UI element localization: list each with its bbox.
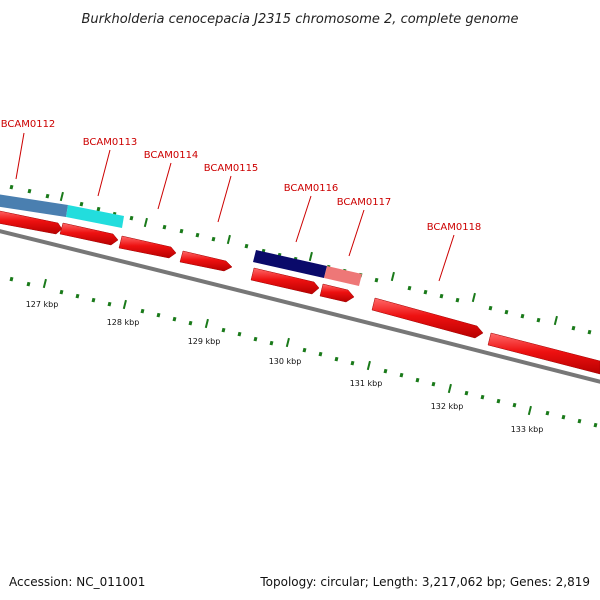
gene-label-bcam0116[interactable]: BCAM0116 (284, 183, 339, 194)
gene-bar-bcam0117[interactable] (324, 266, 362, 286)
scale-label-128: 128 kbp (107, 318, 140, 327)
gene-track-upper (0, 193, 362, 286)
scale-label-133: 133 kbp (511, 425, 544, 434)
scale-label-132: 132 kbp (431, 402, 464, 411)
gene-label-bcam0113[interactable]: BCAM0113 (83, 137, 138, 148)
scale-label-131: 131 kbp (350, 379, 383, 388)
gene-bar-bcam0116[interactable] (253, 250, 327, 278)
accession-text: Accession: NC_011001 (9, 575, 145, 589)
cds-arrow[interactable] (179, 250, 233, 272)
cds-arrow[interactable] (250, 267, 320, 295)
gene-label-bcam0115[interactable]: BCAM0115 (204, 163, 259, 174)
cds-arrow[interactable] (371, 297, 484, 339)
scale-label-127: 127 kbp (26, 300, 59, 309)
gene-bar-bcam0112[interactable] (0, 193, 68, 217)
gene-label-bcam0112[interactable]: BCAM0112 (1, 119, 56, 130)
gene-labels: BCAM0112 BCAM0113 BCAM0114 BCAM0115 BCAM… (1, 119, 482, 233)
scale-label-130: 130 kbp (269, 357, 302, 366)
scale-label-129: 129 kbp (188, 337, 221, 346)
cds-arrow[interactable] (0, 210, 63, 235)
genome-backbone (0, 229, 600, 384)
map-title: Burkholderia cenocepacia J2315 chromosom… (81, 12, 518, 27)
gene-label-bcam0114[interactable]: BCAM0114 (144, 150, 199, 161)
gene-leader-lines (15, 132, 455, 282)
gene-bar-bcam0113[interactable] (66, 205, 124, 228)
scale-tick-track (9, 276, 598, 428)
cds-arrow[interactable] (487, 332, 600, 375)
scale-labels: 127 kbp 128 kbp 129 kbp 130 kbp 131 kbp … (26, 300, 544, 434)
genome-stats-text: Topology: circular; Length: 3,217,062 bp… (259, 575, 590, 589)
gene-label-bcam0118[interactable]: BCAM0118 (427, 222, 482, 233)
gene-label-bcam0117[interactable]: BCAM0117 (337, 197, 392, 208)
cds-track (0, 210, 600, 375)
cds-arrow[interactable] (59, 222, 119, 246)
cds-arrow[interactable] (118, 235, 177, 259)
cds-arrow[interactable] (319, 283, 355, 303)
upper-tick-track (9, 184, 592, 335)
